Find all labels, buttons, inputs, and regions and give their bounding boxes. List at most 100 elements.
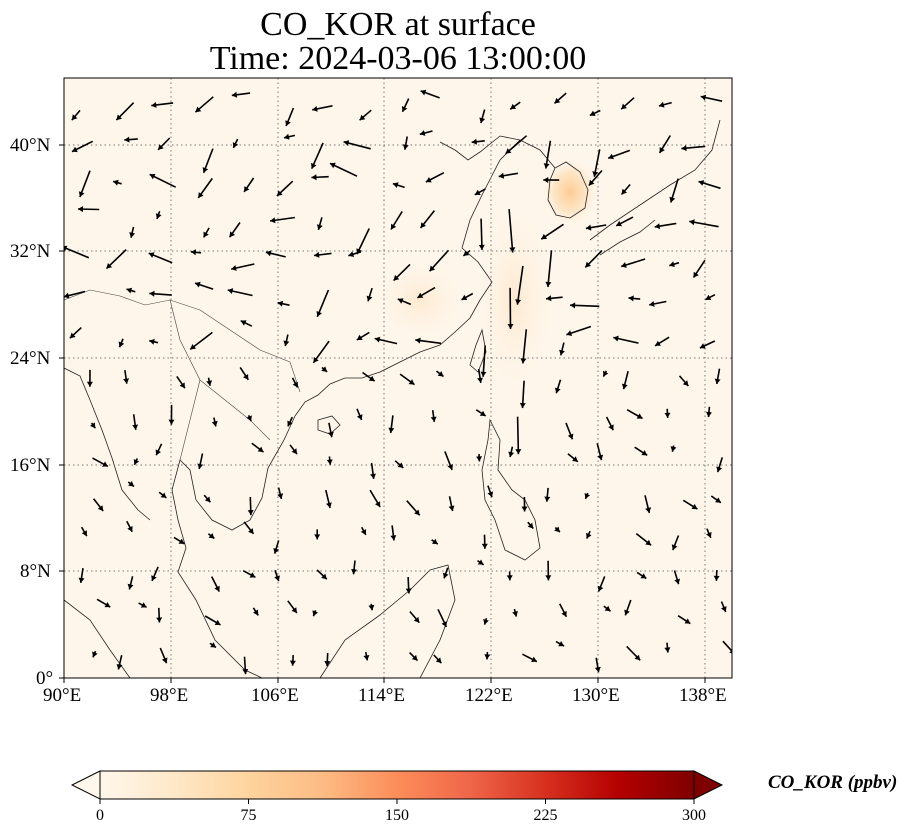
wind-vector-head — [155, 449, 161, 456]
wind-vector-shaft — [722, 640, 732, 653]
wind-vector-head — [392, 182, 399, 188]
wind-vector-head — [476, 456, 483, 462]
wind-vector-head — [521, 506, 528, 512]
wind-vector-head — [512, 611, 518, 617]
wind-vector-head — [588, 179, 595, 186]
wind-vector-head — [608, 153, 614, 160]
wind-vector-head — [624, 609, 630, 616]
wind-vector-head — [78, 577, 85, 583]
colorbar-tick-0: 0 — [96, 807, 104, 824]
wind-vector-head — [312, 610, 318, 617]
wind-vector-head — [706, 411, 712, 418]
wind-vector-head — [289, 660, 296, 666]
wind-vector-head — [713, 575, 720, 581]
wind-vector-head — [570, 302, 576, 309]
wind-vector-head — [348, 251, 355, 257]
wind-vector-head — [604, 605, 611, 612]
wind-vector-head — [132, 424, 139, 430]
wind-vector-head — [97, 505, 104, 511]
wind-vector-head — [324, 661, 331, 667]
wind-vector-head — [149, 290, 155, 297]
wind-vector-head — [474, 189, 481, 195]
colorbar-label: CO_KOR (ppbv) — [768, 772, 898, 793]
wind-vector-head — [270, 217, 276, 224]
wind-vector-head — [641, 450, 648, 456]
wind-vector-head — [156, 617, 163, 623]
wind-vector-head — [603, 370, 609, 377]
wind-vector-head — [326, 459, 333, 465]
wind-vector-head — [129, 232, 136, 238]
wind-vector-head — [558, 641, 565, 647]
wind-vector-head — [195, 106, 202, 113]
wind-vector-head — [277, 493, 284, 499]
wind-vector-head — [123, 378, 130, 384]
wind-vector-head — [572, 456, 578, 462]
wind-vector-head — [561, 610, 567, 617]
wind-vector-head — [291, 448, 297, 455]
wind-vector-head — [197, 463, 204, 469]
wind-vector-head — [543, 163, 550, 169]
wind-vector-head — [106, 263, 113, 269]
wind-vector-head — [515, 299, 522, 305]
wind-vector-head — [689, 219, 695, 226]
wind-vector-head — [461, 294, 468, 300]
wind-vector-head — [586, 532, 592, 539]
wind-vector-head — [430, 416, 437, 422]
wind-vector-head — [645, 507, 652, 513]
wind-vector-head — [327, 431, 334, 438]
wind-vectors — [64, 89, 732, 675]
wind-vector-head — [674, 578, 680, 585]
wind-vector-head — [116, 114, 122, 121]
wind-vector-head — [366, 295, 373, 302]
wind-vector-head — [86, 381, 93, 387]
wind-vector-head — [390, 535, 397, 541]
y-tick-16n: 16°N — [10, 455, 51, 476]
wind-vector-head — [435, 657, 442, 664]
colorbar-tick-150: 150 — [385, 807, 409, 824]
colorbar-ticks — [99, 799, 695, 804]
wind-vector-head — [669, 196, 676, 203]
wind-vector-head — [693, 271, 699, 278]
wind-vector-head — [649, 301, 655, 307]
wind-vector-head — [437, 371, 444, 377]
wind-vector-head — [273, 548, 280, 554]
field-background — [64, 78, 732, 678]
wind-vector-head — [471, 138, 477, 145]
wind-vector-head — [669, 261, 675, 267]
wind-vector-head — [508, 451, 515, 458]
wind-vector-head — [78, 191, 85, 197]
wind-vector-head — [543, 177, 549, 183]
wind-vector-head — [178, 538, 185, 544]
wind-vector-head — [351, 569, 357, 575]
wind-vector-head — [554, 387, 561, 394]
colorbar-tick-225: 225 — [533, 807, 558, 824]
wind-vector-head — [244, 186, 250, 192]
wind-vector-head — [634, 654, 641, 661]
wind-vector-head — [729, 650, 732, 654]
wind-vector-head — [312, 106, 318, 112]
wind-vector-head — [203, 231, 209, 238]
colorbar-gradient — [99, 770, 695, 800]
wind-vector-head — [554, 97, 561, 104]
colorbar-tick-300: 300 — [682, 807, 706, 824]
wind-vector-head — [116, 664, 123, 670]
wind-vector-head — [72, 146, 78, 153]
wind-vector-head — [659, 147, 665, 153]
wind-vector-head — [715, 497, 721, 503]
wind-vector-head — [316, 224, 323, 230]
wind-vector-head — [168, 419, 175, 425]
wind-vector-head — [531, 656, 537, 662]
x-tick-122e: 122°E — [465, 685, 513, 706]
wind-vector-head — [265, 250, 272, 257]
wind-vector-head — [546, 295, 552, 302]
wind-vector-head — [363, 655, 370, 661]
wind-vector-head — [541, 233, 548, 240]
wind-vector-head — [133, 459, 140, 465]
wind-vector-head — [126, 287, 133, 294]
wind-vector-head — [104, 602, 111, 608]
wind-vector-head — [566, 330, 573, 336]
wind-vector-head — [597, 454, 604, 461]
wind-vector-head — [287, 420, 293, 427]
wind-vector-head — [314, 251, 320, 258]
